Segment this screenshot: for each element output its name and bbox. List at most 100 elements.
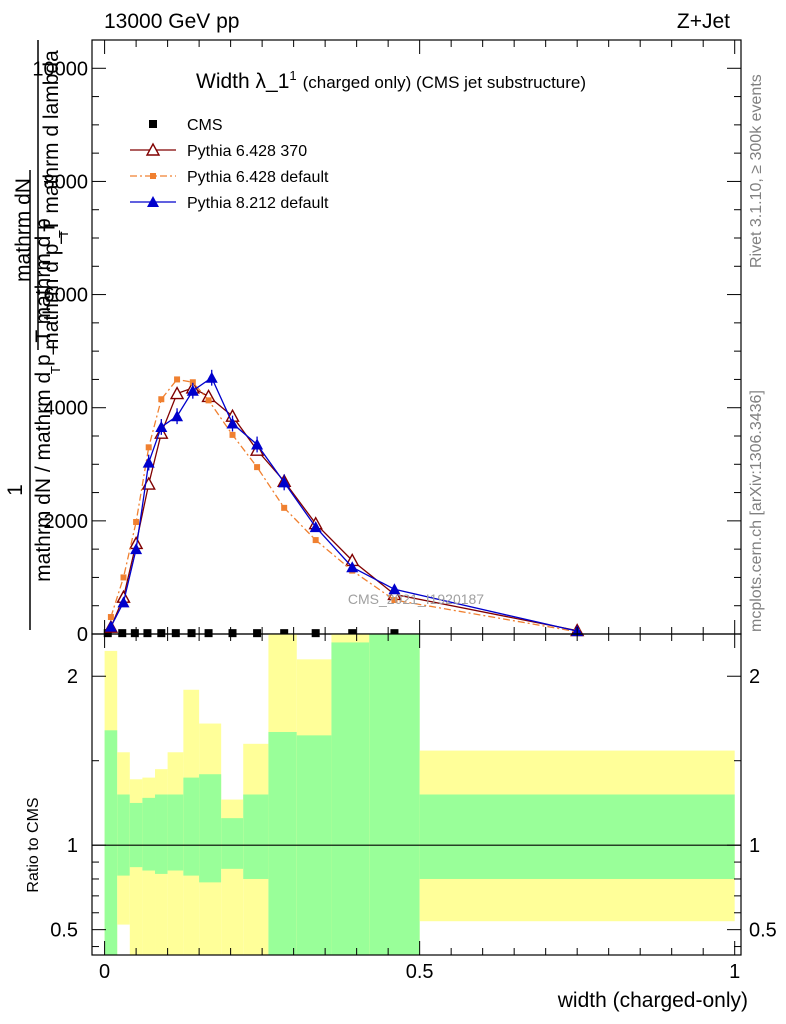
data-point bbox=[189, 379, 196, 386]
y-tick-label: 4000 bbox=[44, 398, 89, 420]
stat-band bbox=[268, 731, 297, 955]
chart-title: Width λ_11 (charged only) (CMS jet substr… bbox=[196, 68, 586, 93]
data-point bbox=[390, 629, 399, 638]
ratio-y-tick-label: 2 bbox=[67, 666, 78, 688]
data-point bbox=[187, 629, 196, 638]
y-tick-label: 10000 bbox=[32, 58, 88, 80]
y-axis-label-2: 1 mathrm dN / mathrm d p_T mathrm d p T bbox=[4, 170, 63, 630]
ylabel-one: 1 bbox=[4, 484, 27, 496]
stat-band bbox=[331, 642, 370, 955]
ylabel2-denominator-sub: T bbox=[48, 366, 63, 374]
ratio-y-tick-label: 0.5 bbox=[50, 920, 78, 942]
ratio-y-tick-label-right: 0.5 bbox=[749, 920, 777, 942]
chart-title-rest: (charged only) (CMS jet substructure) bbox=[303, 73, 586, 92]
y-tick-label: 6000 bbox=[44, 285, 89, 307]
data-point bbox=[143, 629, 152, 638]
main-panel-series bbox=[103, 369, 585, 638]
data-point bbox=[104, 620, 117, 632]
data-point bbox=[145, 142, 161, 156]
data-point bbox=[174, 376, 181, 383]
ratio-y-tick-label-right: 1 bbox=[749, 835, 760, 857]
data-point bbox=[205, 371, 218, 383]
ratio-y-tick-label: 1 bbox=[67, 835, 78, 857]
ratio-ylabel: Ratio to CMS bbox=[25, 797, 42, 892]
ylabel2-denominator: mathrm dN / mathrm d p_T mathrm d p bbox=[32, 218, 55, 582]
data-point bbox=[281, 504, 288, 511]
x-tick-label: 1 bbox=[729, 961, 740, 983]
ratio-y-tick-label-right: 2 bbox=[749, 666, 760, 688]
ylabel-denominator-sub: T bbox=[56, 230, 71, 238]
data-point bbox=[120, 574, 127, 581]
data-point bbox=[130, 629, 139, 638]
analysis-watermark: CMS_2021_I1920187 bbox=[348, 591, 484, 607]
data-point bbox=[228, 629, 237, 638]
data-point bbox=[149, 120, 157, 128]
data-point bbox=[150, 173, 156, 179]
stat-band bbox=[419, 794, 735, 879]
data-point bbox=[226, 417, 239, 429]
x-tick-label: 0 bbox=[99, 961, 110, 983]
legend-label: Pythia 8.212 default bbox=[187, 195, 329, 212]
legend-label: Pythia 6.428 default bbox=[187, 169, 329, 186]
data-point bbox=[229, 431, 236, 438]
series-line bbox=[110, 387, 578, 632]
data-point bbox=[157, 629, 166, 638]
data-point bbox=[107, 614, 114, 621]
data-point bbox=[251, 438, 264, 450]
legend-label: Pythia 6.428 370 bbox=[187, 143, 307, 160]
data-point bbox=[130, 543, 143, 555]
chart-title-sup: 1 bbox=[289, 68, 296, 83]
stat-band bbox=[129, 802, 143, 868]
y-tick-label: 2000 bbox=[44, 511, 89, 533]
mcplots-label: mcplots.cern.ch [arXiv:1306.3436] bbox=[748, 390, 765, 632]
x-axis-label: width (charged-only) bbox=[557, 989, 748, 1012]
data-point bbox=[147, 196, 159, 207]
data-point bbox=[278, 476, 291, 488]
y-tick-label: 8000 bbox=[44, 171, 89, 193]
data-point bbox=[133, 518, 140, 525]
legend: CMS Pythia 6.428 370 Pythia 6.428 default P… bbox=[130, 117, 329, 212]
data-point bbox=[171, 629, 180, 638]
data-point bbox=[169, 386, 185, 400]
data-point bbox=[254, 464, 261, 471]
chart-title-main: Width λ_1 bbox=[196, 70, 289, 93]
process-label: Z+Jet bbox=[677, 10, 730, 33]
stat-band bbox=[221, 818, 244, 869]
stat-band bbox=[199, 774, 222, 883]
data-point bbox=[145, 444, 152, 451]
data-point bbox=[280, 629, 289, 638]
data-point bbox=[312, 537, 319, 544]
data-point bbox=[118, 629, 127, 638]
energy-label: 13000 GeV pp bbox=[104, 10, 239, 33]
stat-band bbox=[117, 794, 130, 876]
data-point bbox=[346, 561, 359, 573]
ratio-panel-frame bbox=[91, 633, 742, 956]
y-tick-label: 0 bbox=[77, 624, 88, 646]
data-point bbox=[158, 396, 165, 403]
series-line bbox=[110, 376, 578, 632]
stat-band bbox=[142, 797, 156, 871]
data-point bbox=[171, 410, 184, 422]
data-point bbox=[311, 629, 320, 638]
series-cms bbox=[103, 629, 399, 638]
data-point bbox=[388, 583, 401, 595]
data-point bbox=[103, 629, 112, 638]
data-point bbox=[155, 420, 168, 432]
legend-label: CMS bbox=[187, 117, 223, 134]
stat-band bbox=[243, 794, 269, 879]
data-point bbox=[142, 456, 155, 468]
data-point bbox=[204, 629, 213, 638]
stat-band bbox=[369, 634, 420, 955]
data-point bbox=[391, 597, 398, 604]
data-point bbox=[253, 629, 262, 638]
data-point bbox=[205, 397, 212, 404]
rivet-label: Rivet 3.1.10, ≥ 300k events bbox=[748, 74, 765, 268]
x-tick-label: 0.5 bbox=[406, 961, 434, 983]
stat-band bbox=[155, 794, 168, 874]
ratio-bands bbox=[92, 634, 741, 955]
ylabel-denominator: mathrm d p_T mathrm d lambda bbox=[40, 50, 63, 350]
stat-band bbox=[167, 794, 184, 871]
stat-band bbox=[104, 730, 118, 955]
series-pythia-8-212-default bbox=[104, 369, 584, 637]
